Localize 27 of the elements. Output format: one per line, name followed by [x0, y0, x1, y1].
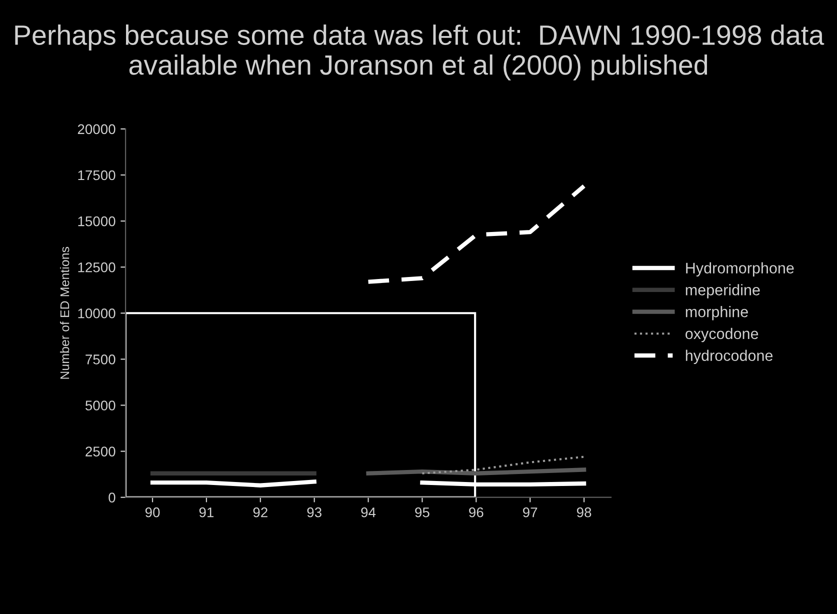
x-tick-label: 97	[523, 507, 538, 518]
y-tick-label: 5000	[85, 400, 116, 410]
x-tick-label: 93	[307, 507, 322, 518]
x-tick-label: 95	[415, 507, 430, 518]
legend-label: hydrocodone	[686, 350, 773, 364]
y-tick-label: 7500	[86, 354, 116, 364]
chart-title: Perhaps because some data was left out: DAWN 1990-1998 data available when Joranson et al (2000) published	[15, 24, 824, 80]
legend-label: morphine	[686, 306, 748, 320]
y-tick-label: 2500	[86, 446, 116, 456]
y-axis-title: Number of ED Mentions	[60, 246, 70, 379]
y-tick-label: 20000	[78, 124, 116, 134]
legend-label: Hydromorphone	[686, 262, 794, 276]
x-tick-label: 91	[199, 507, 214, 518]
line-series	[421, 456, 586, 474]
y-tick-label: 12500	[78, 262, 116, 272]
x-tick-label: 90	[145, 507, 160, 518]
x-tick-label: 98	[576, 507, 592, 518]
legend-label: meperidine	[686, 284, 760, 298]
line-series	[366, 184, 586, 284]
x-tick-label: 94	[361, 507, 376, 518]
x-tick-label: 92	[253, 507, 268, 518]
legend-label: oxycodone	[686, 328, 758, 342]
y-tick-label: 17500	[78, 170, 116, 180]
x-tick-label: 96	[469, 507, 484, 518]
y-tick-label: 0	[108, 492, 116, 503]
y-tick-label: 15000	[78, 216, 116, 226]
y-tick-label: 10000	[78, 308, 116, 318]
